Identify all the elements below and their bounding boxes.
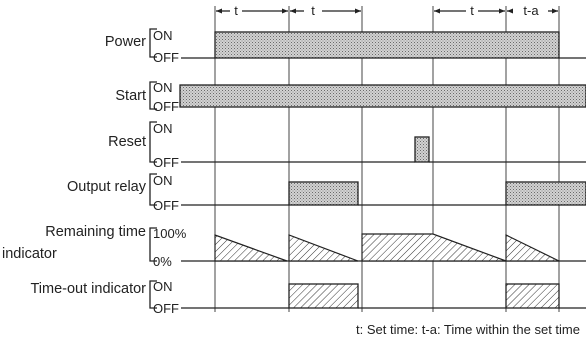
power-on-waveform xyxy=(214,31,560,59)
reset-on-state: ON xyxy=(153,121,173,136)
remaining-time-ramp-1 xyxy=(214,234,288,262)
power-off-state: OFF xyxy=(153,50,179,65)
remaining-time-hold-and-ramp xyxy=(361,233,507,262)
start-off-state: OFF xyxy=(153,99,179,114)
power-on-state: ON xyxy=(153,28,173,43)
time-label-t3: t xyxy=(470,3,474,18)
output-relay-signal-row: Output relay ON OFF xyxy=(67,173,586,213)
start-on-state: ON xyxy=(153,80,173,95)
start-signal-row: Start ON OFF xyxy=(115,80,586,114)
time-label-t1: t xyxy=(234,3,238,18)
time-grid xyxy=(214,14,560,312)
timeout-indicator-on-pulse-2 xyxy=(505,283,560,309)
remaining-time-ramp-3 xyxy=(505,234,560,262)
timeout-indicator-on-pulse-1 xyxy=(288,283,359,309)
remaining-time-ramp-2 xyxy=(288,234,359,262)
timing-markers: t t t t-a xyxy=(214,3,560,18)
timeout-indicator-on-state: ON xyxy=(153,279,173,294)
output-relay-on-pulse-1 xyxy=(288,181,359,206)
start-on-waveform xyxy=(179,84,586,108)
output-relay-off-state: OFF xyxy=(153,198,179,213)
remaining-time-label-line1: Remaining time xyxy=(45,224,146,240)
diagram-caption: t: Set time: t-a: Time within the set ti… xyxy=(356,322,580,337)
time-label-ta: t-a xyxy=(523,3,539,18)
reset-off-state: OFF xyxy=(153,155,179,170)
time-label-t2: t xyxy=(311,3,315,18)
remaining-time-label-line2: indicator xyxy=(2,246,57,262)
reset-pulse xyxy=(414,136,430,163)
remaining-time-max-state: 100% xyxy=(153,226,187,241)
timeout-indicator-off-state: OFF xyxy=(153,301,179,316)
start-label: Start xyxy=(115,88,146,104)
output-relay-label: Output relay xyxy=(67,179,147,195)
remaining-time-signal-row: Remaining time indicator 100% 0% xyxy=(2,224,586,269)
reset-signal-row: Reset ON OFF xyxy=(108,121,586,170)
output-relay-on-pulse-2 xyxy=(505,181,586,206)
output-relay-on-state: ON xyxy=(153,173,173,188)
remaining-time-min-state: 0% xyxy=(153,254,172,269)
timeout-indicator-label: Time-out indicator xyxy=(30,281,146,297)
reset-label: Reset xyxy=(108,134,146,150)
power-label: Power xyxy=(105,34,146,50)
timeout-indicator-signal-row: Time-out indicator ON OFF xyxy=(30,279,586,316)
power-signal-row: Power ON OFF xyxy=(105,28,586,65)
